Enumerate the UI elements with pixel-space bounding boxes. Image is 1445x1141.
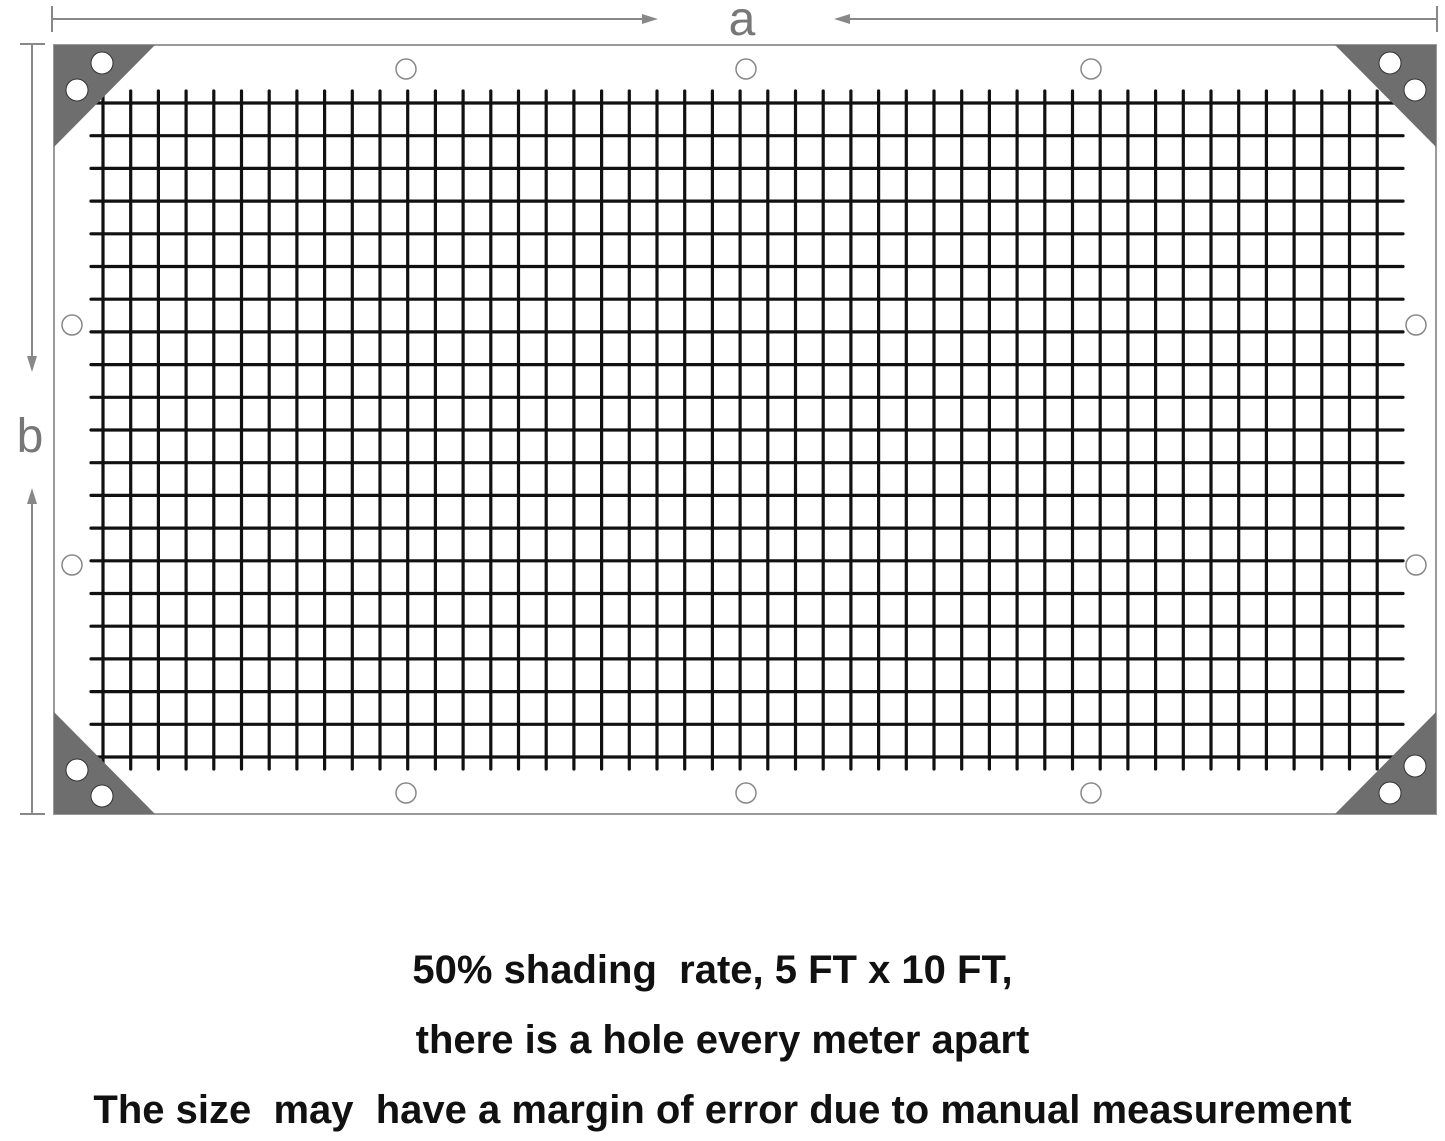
shade-net-diagram: a b: [17, 0, 1438, 815]
caption-line-margin-of-error: The size may have a margin of error due …: [93, 1088, 1352, 1132]
height-label: b: [17, 410, 44, 463]
caption-line-holes: there is a hole every meter apart: [415, 1018, 1030, 1062]
width-label: a: [729, 0, 756, 46]
width-dim-arrow-right: [642, 14, 658, 24]
corner-grommet-bottom-right: [1378, 781, 1402, 805]
corner-grommet-top-right: [1378, 51, 1402, 75]
corner-grommet-top-left: [90, 51, 114, 75]
corner-reinforcements: [54, 45, 1436, 814]
grommet-hole: [61, 314, 83, 336]
grommet-hole: [735, 58, 757, 80]
corner-patch-bottom-left: [54, 712, 155, 814]
edge-grommets: [61, 58, 1427, 804]
grommet-hole: [1405, 554, 1427, 576]
grommet-hole: [61, 554, 83, 576]
corner-grommet-top-left: [65, 78, 89, 102]
corner-patch-top-left: [54, 45, 155, 147]
height-dim-arrow-up: [27, 488, 37, 504]
corner-patch-bottom-right: [1335, 712, 1436, 814]
mesh-grid: [89, 89, 1405, 771]
grommet-hole: [1080, 782, 1102, 804]
corner-grommet-bottom-left: [90, 784, 114, 808]
corner-patch-top-right: [1335, 45, 1436, 147]
dimension-lines: [20, 6, 1438, 815]
grommet-hole: [1080, 58, 1102, 80]
grommet-hole: [735, 782, 757, 804]
grommet-hole: [395, 58, 417, 80]
corner-grommet-top-right: [1403, 78, 1427, 102]
grommet-hole: [1405, 314, 1427, 336]
width-dim-arrow-left: [834, 14, 850, 24]
corner-grommet-bottom-left: [65, 758, 89, 782]
height-dim-arrow-down: [27, 356, 37, 372]
grommet-hole: [395, 782, 417, 804]
corner-grommet-bottom-right: [1403, 754, 1427, 778]
caption-line-shading-size: 50% shading rate, 5 FT x 10 FT,: [412, 948, 1013, 992]
